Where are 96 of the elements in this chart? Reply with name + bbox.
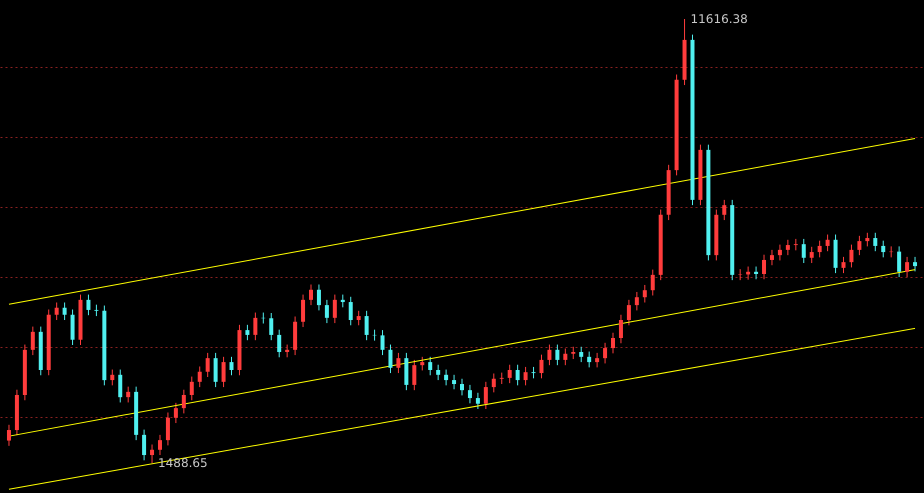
candlestick <box>579 346 584 363</box>
candlestick <box>873 232 878 252</box>
candlestick <box>444 369 448 386</box>
candlestick <box>436 364 440 381</box>
candlestick <box>269 312 274 341</box>
candlestick <box>166 412 170 446</box>
candlestick <box>356 310 361 326</box>
candlestick <box>563 348 568 366</box>
candlestick <box>516 364 520 386</box>
candlestick <box>508 364 512 384</box>
candlestick <box>230 356 234 376</box>
candlestick <box>532 366 536 379</box>
candlestick <box>650 269 655 296</box>
candlestick <box>118 369 122 403</box>
candlestick <box>420 356 424 371</box>
candlestick <box>476 392 480 410</box>
candlestick <box>86 294 90 316</box>
candlestick <box>786 239 790 256</box>
candlestick <box>802 238 806 264</box>
candlestick <box>595 352 600 368</box>
candlestick <box>826 234 830 252</box>
candlestick <box>865 232 870 247</box>
candlestick <box>746 266 750 280</box>
candlestick <box>770 249 774 266</box>
annotation: 11616.38 <box>690 12 748 26</box>
candlestick <box>468 384 472 404</box>
candlestick <box>428 356 432 376</box>
candlestick <box>308 284 313 306</box>
candlestick <box>794 238 798 251</box>
candlestick <box>396 352 400 374</box>
candlestick <box>62 302 67 321</box>
candlestick <box>364 310 369 341</box>
candlestick <box>897 246 902 278</box>
candlestick <box>190 376 194 401</box>
candlestick <box>881 240 886 258</box>
candlestick <box>94 304 98 317</box>
candlestick <box>182 389 186 414</box>
candlestick <box>818 240 822 258</box>
candlestick <box>301 294 306 328</box>
candlestick <box>126 386 130 403</box>
candlestick <box>245 324 250 341</box>
candlestick <box>214 352 218 388</box>
candlestick <box>500 372 504 385</box>
candlestick <box>762 254 766 280</box>
annotation: 1488.65 <box>158 456 208 470</box>
candlestick <box>174 402 178 424</box>
candlestick <box>150 444 154 464</box>
candlestick <box>611 332 616 354</box>
candlestick <box>277 329 282 358</box>
candlestick <box>253 312 258 341</box>
candlestick <box>332 294 337 324</box>
candlestick <box>738 268 742 281</box>
candlestick <box>372 329 377 342</box>
candlestick <box>388 344 392 374</box>
candlestick <box>618 314 623 344</box>
candlestick <box>460 378 464 396</box>
candlestick <box>539 354 544 379</box>
candlestick <box>452 374 456 390</box>
candlestick <box>158 434 162 456</box>
candlestick <box>110 369 114 386</box>
candlestick <box>889 246 894 258</box>
candlestick <box>484 381 488 410</box>
candlestick <box>547 344 552 366</box>
candlestick <box>841 256 846 274</box>
candlestick <box>849 244 854 268</box>
candlestick <box>285 344 290 358</box>
candlestick <box>571 346 576 360</box>
candlestick <box>754 266 758 280</box>
candlestick <box>412 359 416 391</box>
candlestick <box>380 330 385 356</box>
candlestick <box>587 351 592 368</box>
candlestick <box>142 429 146 461</box>
candlestick <box>6 424 11 446</box>
candlestick <box>905 256 910 278</box>
candlestick <box>316 284 321 311</box>
candlestick <box>524 366 528 386</box>
candlestick <box>642 284 647 303</box>
candlestick <box>198 366 202 388</box>
candlestick <box>340 294 345 308</box>
candlestick <box>492 373 496 393</box>
candlestick <box>634 291 639 311</box>
candlestick <box>722 199 726 221</box>
candlestick <box>30 326 35 356</box>
candlestick <box>261 312 266 324</box>
candlestick <box>54 302 59 321</box>
candlestick <box>778 244 782 261</box>
candlestick <box>603 342 608 364</box>
candlestick <box>626 299 631 326</box>
candlestick <box>555 344 560 366</box>
candlestick <box>206 352 210 378</box>
candlestick <box>348 296 353 326</box>
candlestick <box>913 256 918 272</box>
candlestick <box>222 356 226 388</box>
candlestick <box>324 299 329 324</box>
candlestick <box>810 246 814 264</box>
candlestick <box>857 235 862 256</box>
